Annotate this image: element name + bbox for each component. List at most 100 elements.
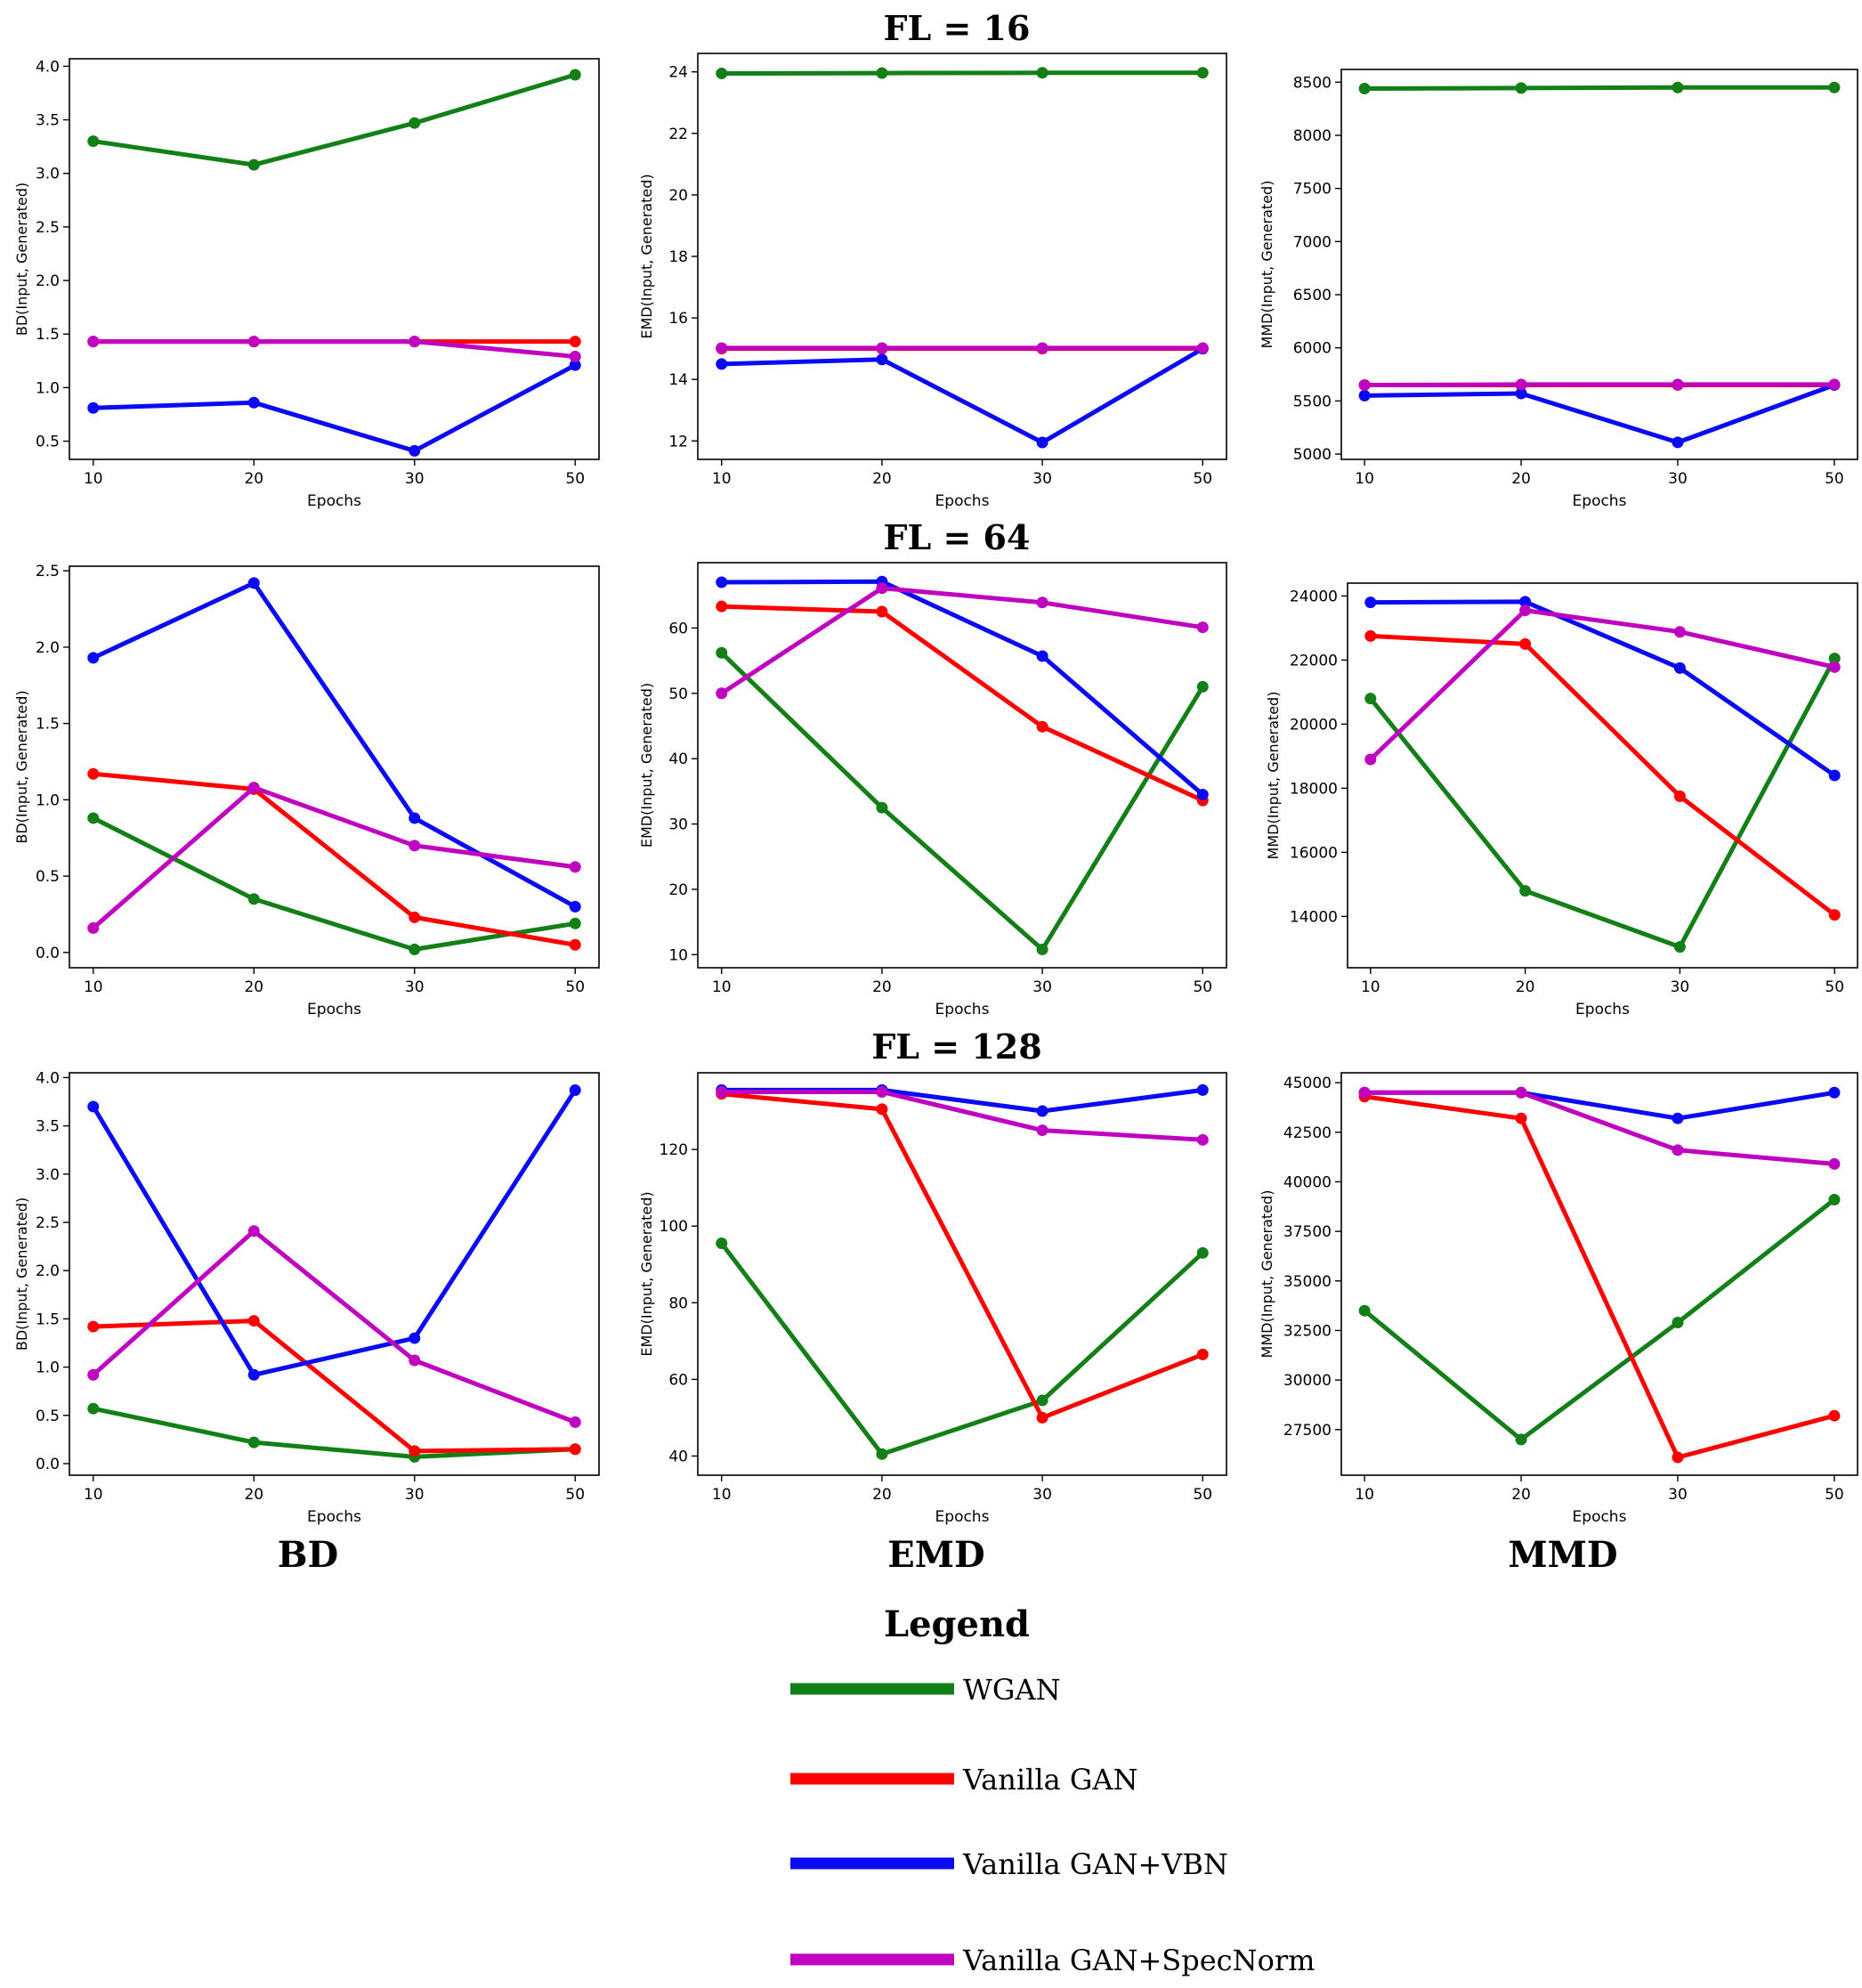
y-tick-label: 1.5 (36, 326, 60, 344)
data-point-vanilla-gan (1673, 790, 1686, 802)
x-tick-label: 10 (1361, 978, 1380, 996)
chart-fl64-mmd: 14000 16000 18000 20000 22000 24000 10 20 30 50 Ep… (1265, 582, 1858, 1018)
data-point-wgan (1515, 82, 1527, 94)
y-tick-label: 40 (668, 1448, 688, 1465)
chart-fl64-bd: 0.0 0.5 1.0 1.5 2.0 2.5 10 20 30 50 Epochs BD(Input… (13, 563, 600, 1018)
legend-entry-wgan: WGAN (790, 1673, 1061, 1707)
y-tick-label: 30 (668, 816, 688, 834)
data-point-wgan (1358, 82, 1371, 94)
y-axis-label: MMD(Input, Generated) (1265, 692, 1282, 860)
series-line-wgan (1364, 85, 1834, 91)
data-point-vanilla-gan (876, 1103, 888, 1116)
y-tick-label: 100 (660, 1218, 688, 1236)
data-point-vanilla-gan-vbn (1672, 436, 1684, 449)
data-point-vanilla-gan (247, 1315, 260, 1327)
y-tick-label: 20 (668, 881, 688, 899)
y-tick-label: 1.5 (36, 1310, 60, 1328)
data-point-vanilla-gan-vbn (1036, 1105, 1048, 1117)
data-point-vanilla-gan (569, 1443, 581, 1456)
y-axis-label: MMD(Input, Generated) (1259, 1190, 1275, 1359)
chart-fl16-emd: 12 14 16 18 20 22 24 10 20 30 50 Epochs EMD(Input, G… (638, 53, 1227, 510)
plot-frame (69, 1072, 600, 1476)
x-tick-label: 20 (1511, 470, 1531, 488)
x-tick-label: 30 (1032, 978, 1052, 996)
y-tick-label: 60 (668, 1371, 688, 1389)
data-point-wgan (1673, 941, 1686, 953)
data-point-vanilla-gan-vbn (247, 396, 260, 409)
data-point-vanilla-gan-vbn (1364, 596, 1377, 609)
series-line-vanilla-gan-vbn (721, 579, 1204, 797)
x-tick-label: 30 (1032, 1486, 1052, 1504)
y-tick-label: 35000 (1283, 1273, 1332, 1291)
data-point-vanilla-gan-vbn (1515, 387, 1527, 400)
y-tick-label: 2.0 (36, 639, 60, 657)
data-point-wgan (1828, 81, 1841, 93)
y-tick-label: 3.0 (36, 1166, 60, 1184)
series-line-vanilla-gan (93, 1319, 576, 1454)
y-tick-label: 45000 (1283, 1075, 1332, 1092)
x-tick-label: 20 (872, 470, 892, 488)
data-point-vanilla-gan-specnorm (876, 582, 888, 595)
series-line-wgan (1363, 1197, 1836, 1442)
x-tick-label: 20 (872, 978, 892, 996)
data-point-vanilla-gan-specnorm (1828, 1157, 1841, 1170)
y-tick-label: 3.0 (36, 166, 60, 183)
data-point-vanilla-gan-specnorm (1828, 661, 1841, 673)
y-tick-label: 0.5 (36, 434, 60, 451)
y-tick-label: 24 (668, 64, 688, 82)
column-title-bd: BD (278, 1534, 339, 1576)
data-point-vanilla-gan-vbn (1672, 1112, 1684, 1124)
plot-frame (69, 565, 600, 969)
series-line-vanilla-gan-specnorm (93, 339, 576, 359)
chart-fl128-bd: 0.0 0.5 1.0 1.5 2.0 2.5 3.0 3.5 4.0 10 20 30 50 Epoch… (13, 1069, 600, 1526)
y-tick-label: 4.0 (36, 1069, 60, 1087)
data-point-vanilla-gan-specnorm (1673, 626, 1686, 638)
y-tick-label: 6000 (1293, 340, 1332, 358)
data-point-vanilla-gan-vbn (1196, 1083, 1209, 1096)
x-axis-label: Epochs (935, 1001, 990, 1018)
legend-label-vanilla-gan-specnorm: Vanilla GAN+SpecNorm (962, 1943, 1315, 1977)
data-point-vanilla-gan-vbn (1828, 1086, 1841, 1099)
data-point-vanilla-gan (1672, 1451, 1684, 1464)
legend-title: Legend (884, 1603, 1030, 1645)
data-point-vanilla-gan-specnorm (87, 921, 100, 934)
x-tick-label: 50 (1825, 1486, 1844, 1504)
y-tick-label: 8000 (1293, 127, 1332, 145)
x-tick-label: 10 (1355, 470, 1374, 488)
y-tick-label: 7000 (1293, 233, 1332, 251)
legend-entry-vanilla-gan-vbn: Vanilla GAN+VBN (790, 1847, 1228, 1881)
data-point-vanilla-gan-specnorm (409, 1354, 421, 1367)
y-axis-label: BD(Input, Generated) (13, 690, 30, 843)
data-point-vanilla-gan-vbn (247, 577, 260, 589)
x-tick-label: 50 (1825, 978, 1844, 996)
y-tick-label: 16000 (1290, 844, 1338, 862)
x-tick-label: 30 (1668, 1486, 1688, 1504)
data-point-vanilla-gan-vbn (87, 652, 100, 664)
x-tick-label: 10 (1355, 1486, 1374, 1504)
x-tick-label: 10 (712, 470, 732, 488)
series-line-vanilla-gan-vbn (91, 1089, 578, 1377)
series-line-wgan (721, 70, 1203, 76)
data-point-wgan (87, 812, 100, 824)
y-tick-label: 50 (668, 686, 688, 703)
y-tick-label: 0.0 (36, 1456, 60, 1473)
data-point-vanilla-gan (87, 1320, 100, 1333)
x-axis-label: Epochs (1573, 1508, 1627, 1526)
data-point-vanilla-gan-vbn (409, 1332, 421, 1344)
data-point-vanilla-gan (409, 911, 421, 923)
x-tick-label: 50 (1193, 470, 1212, 488)
data-point-wgan (87, 1402, 100, 1415)
chart-fl16-mmd: 5000 5500 6000 6500 7000 7500 8000 8500 10 20 30 50… (1259, 69, 1858, 510)
data-point-vanilla-gan-vbn (1036, 436, 1048, 449)
y-tick-label: 22 (668, 126, 688, 143)
y-tick-label: 7500 (1293, 181, 1332, 199)
legend-entry-vanilla-gan-specnorm: Vanilla GAN+SpecNorm (790, 1943, 1315, 1977)
series-line-wgan (93, 72, 576, 167)
y-tick-label: 22000 (1290, 652, 1338, 669)
data-point-vanilla-gan-specnorm (1358, 1086, 1371, 1099)
charts-grid: 0.5 1.0 1.5 2.0 2.5 3.0 3.5 4.0 10 20 30 50 Epochs BD… (13, 53, 1858, 1526)
data-point-vanilla-gan (569, 336, 581, 348)
data-point-vanilla-gan-specnorm (876, 1086, 888, 1099)
data-point-wgan (409, 117, 421, 129)
data-point-vanilla-gan-specnorm (716, 1086, 728, 1099)
